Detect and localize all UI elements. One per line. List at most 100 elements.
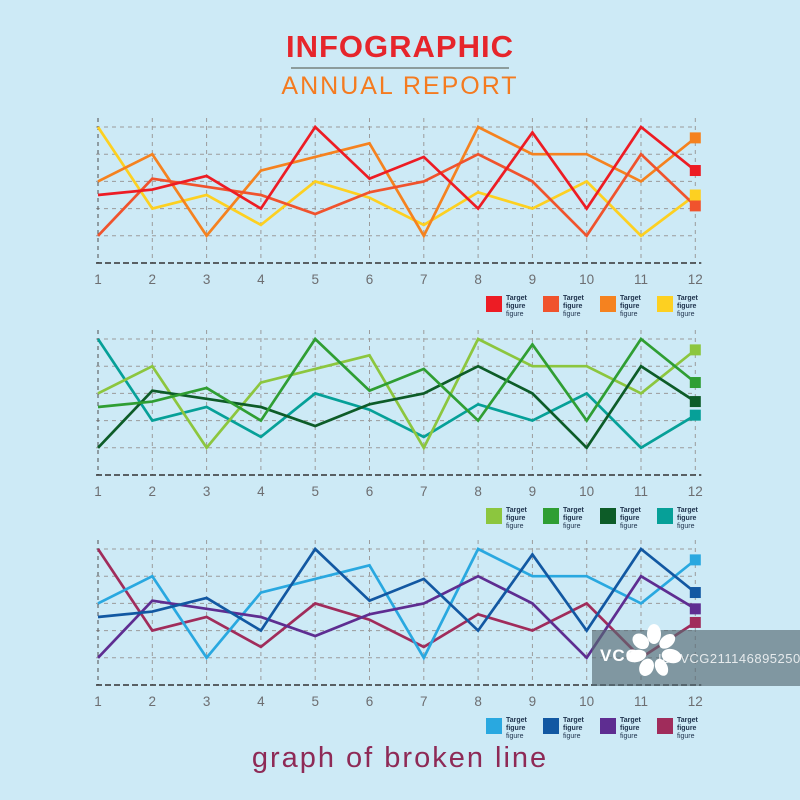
header: INFOGRAPHIC ANNUAL REPORT [0, 30, 800, 100]
legend-item-target-dark-green: Target figure figure [600, 507, 657, 531]
page-title: INFOGRAPHIC [286, 29, 514, 64]
series-endpoint-marker-target-dark-blue [689, 587, 701, 599]
legend-swatch-target-vermilion [543, 296, 559, 312]
watermark: VCG ID: VCG211146895250 [592, 624, 800, 686]
legend-item-target-dark-blue: Target figure figure [543, 717, 600, 741]
series-line-target-green [97, 336, 697, 423]
legend-item-target-vermilion: Target figure figure [543, 295, 600, 319]
series-line-target-light-blue [97, 547, 697, 661]
legend-item-target-green: Target figure figure [543, 507, 600, 531]
legend-label: Target figure figure [506, 717, 527, 740]
line-chart-blue-plot: 1 2 3 4 5 6 7 8 9 10 11 12 [94, 540, 703, 709]
legend-label: Target figure figure [506, 507, 527, 530]
legend-item-target-purple: Target figure figure [600, 717, 657, 741]
series-line-target-dark-blue [97, 546, 697, 633]
series-line-target-plum [96, 548, 697, 660]
line-chart-green-plot: 1 2 3 4 5 6 7 8 9 10 11 12 [94, 330, 703, 499]
x-tick-label: 6 [366, 484, 374, 499]
series-line-target-red [97, 124, 697, 211]
legend-swatch-target-plum [657, 718, 673, 734]
x-tick-label: 3 [203, 484, 211, 499]
x-tick-label: 4 [257, 484, 265, 499]
x-tick-label: 5 [311, 694, 319, 709]
series-endpoint-marker-target-teal [689, 409, 701, 421]
x-tick-label: 12 [688, 694, 703, 709]
legend-label: Target figure figure [677, 507, 698, 530]
legend-label: Target figure figure [563, 507, 584, 530]
legend-item-target-light-blue: Target figure figure [486, 717, 543, 741]
legend-swatch-target-light-blue [486, 718, 502, 734]
x-tick-label: 1 [94, 694, 102, 709]
x-tick-label: 1 [94, 484, 102, 499]
legend-swatch-target-yellow [657, 296, 673, 312]
x-tick-label: 3 [203, 694, 211, 709]
legend-item-target-yellow: Target figure figure [657, 295, 714, 319]
x-tick-label: 1 [94, 272, 102, 287]
legend-swatch-target-orange [600, 296, 616, 312]
x-tick-label: 11 [634, 272, 648, 287]
x-tick-label: 10 [579, 694, 594, 709]
legend-label: Target figure figure [677, 717, 698, 740]
x-tick-label: 6 [366, 272, 374, 287]
x-tick-label: 3 [203, 272, 211, 287]
x-tick-label: 8 [474, 272, 482, 287]
legend-swatch-target-green [543, 508, 559, 524]
x-tick-label: 7 [420, 272, 428, 287]
series-endpoint-marker-target-yellow [689, 189, 701, 201]
x-tick-label: 10 [579, 272, 594, 287]
x-tick-label: 5 [311, 484, 319, 499]
x-tick-label: 10 [579, 484, 594, 499]
series-line-target-dark-green [97, 364, 697, 450]
x-tick-label: 12 [688, 272, 703, 287]
series-line-target-orange [97, 125, 697, 239]
x-tick-label: 9 [529, 694, 537, 709]
legend-item-target-plum: Target figure figure [657, 717, 714, 741]
x-tick-label: 7 [420, 484, 428, 499]
series-line-target-yellow [96, 126, 697, 238]
line-chart-green: 1 2 3 4 5 6 7 8 9 10 11 12 Target figure figure Targe… [88, 328, 718, 531]
series-line-target-light-green [97, 337, 697, 451]
legend-label: Target figure figure [563, 717, 584, 740]
series-endpoint-marker-target-purple [689, 603, 701, 615]
legend-item-target-teal: Target figure figure [657, 507, 714, 531]
watermark-id: ID: VCG211146895250 [658, 651, 800, 666]
caption: graph of broken line [251, 742, 549, 774]
series-endpoint-marker-target-dark-green [689, 396, 701, 408]
x-tick-label: 9 [529, 484, 537, 499]
x-tick-label: 6 [366, 694, 374, 709]
series-endpoint-marker-target-orange [689, 132, 701, 144]
legend-warm: Target figure figure Target figure figure Ta… [88, 295, 718, 319]
x-tick-label: 4 [257, 694, 265, 709]
legend-label: Target figure figure [506, 295, 527, 318]
x-tick-label: 8 [474, 484, 482, 499]
legend-label: Target figure figure [620, 507, 641, 530]
legend-label: Target figure figure [620, 295, 641, 318]
x-tick-label: 9 [529, 272, 537, 287]
line-chart-warm: 1 2 3 4 5 6 7 8 9 10 11 12 Target figure figure Targe… [88, 116, 718, 319]
page-subtitle: ANNUAL REPORT [281, 72, 519, 100]
series-endpoint-marker-target-green [689, 377, 701, 389]
x-tick-label: 11 [634, 484, 648, 499]
title-underline [291, 67, 509, 69]
series-endpoint-marker-target-red [689, 165, 701, 177]
series-endpoint-marker-target-light-blue [689, 554, 701, 566]
x-tick-label: 2 [149, 694, 157, 709]
legend-swatch-target-red [486, 296, 502, 312]
series-endpoint-marker-target-plum [689, 616, 701, 628]
legend-swatch-target-light-green [486, 508, 502, 524]
legend-swatch-target-purple [600, 718, 616, 734]
series-endpoint-marker-target-vermilion [689, 200, 701, 212]
x-tick-label: 4 [257, 272, 265, 287]
legend-item-target-light-green: Target figure figure [486, 507, 543, 531]
legend-label: Target figure figure [563, 295, 584, 318]
series-line-target-vermilion [97, 152, 697, 238]
legend-green: Target figure figure Target figure figure Ta… [88, 507, 718, 531]
x-tick-label: 2 [149, 484, 157, 499]
legend-item-target-red: Target figure figure [486, 295, 543, 319]
x-tick-label: 11 [634, 694, 648, 709]
legend-label: Target figure figure [620, 717, 641, 740]
x-tick-label: 5 [311, 272, 319, 287]
legend-swatch-target-dark-green [600, 508, 616, 524]
x-tick-label: 12 [688, 484, 703, 499]
